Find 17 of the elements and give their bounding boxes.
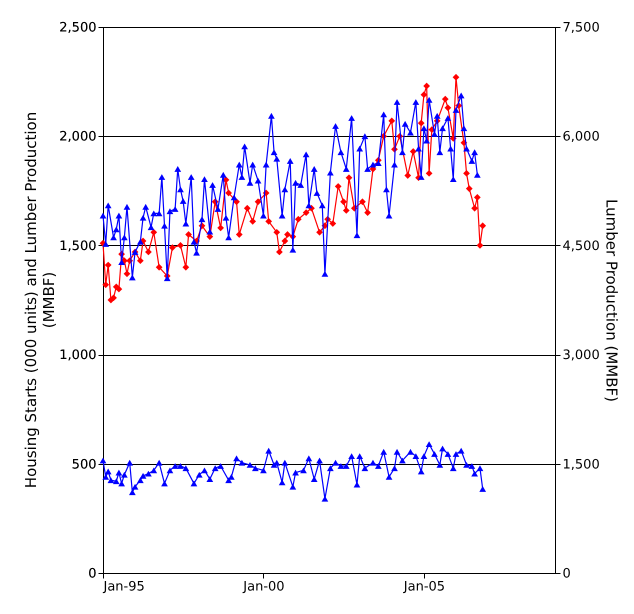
- y-tick-label: 2,000: [59, 130, 96, 145]
- y-tick-label: 2,500: [59, 20, 96, 36]
- y2-tick-label: 1,500: [562, 457, 600, 472]
- y-axis-title: Housing Starts (000 units) and Lumber Production (MMBF): [22, 112, 58, 488]
- y2-tick-label: 7,500: [562, 20, 600, 36]
- x-tick-label: Jan-95: [102, 580, 145, 594]
- x-tick-label: Jan-00: [242, 580, 285, 594]
- y-tick-label: 1,000: [59, 348, 96, 364]
- y2-axis-title: Lumber Production (MMBF): [602, 199, 621, 402]
- y2-tick-label: 4,500: [562, 238, 600, 254]
- y2-tick-label: 3,000: [562, 348, 600, 364]
- y-tick-label: 500: [72, 457, 96, 472]
- y-tick-label: 0: [88, 566, 96, 582]
- x-tick-label: Jan-05: [402, 580, 446, 594]
- y2-tick-label: 6,000: [562, 130, 600, 145]
- y-tick-label: 1,500: [59, 238, 96, 254]
- y2-tick-label: 0: [562, 566, 571, 582]
